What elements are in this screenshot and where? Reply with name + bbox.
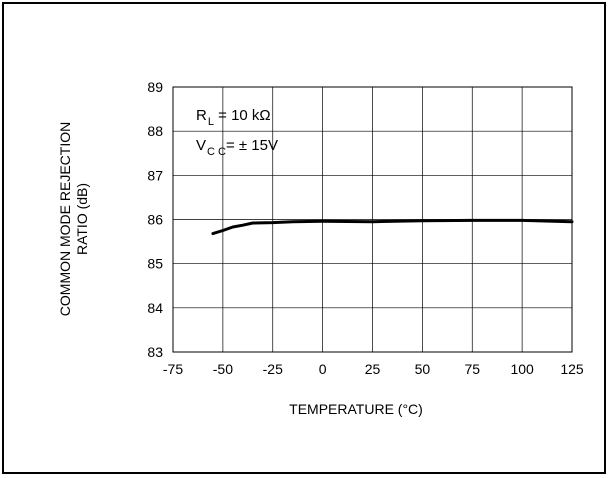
x-tick-label: -25 (263, 361, 283, 377)
y-axis-label-line2: RATIO (dB) (74, 183, 90, 255)
x-tick-label: 100 (510, 361, 534, 377)
grid (172, 86, 573, 353)
x-tick-label: -75 (163, 361, 183, 377)
x-tick-label: -50 (213, 361, 233, 377)
series-line (211, 218, 574, 236)
y-tick-label: 89 (147, 79, 163, 95)
x-tick-label: 50 (415, 361, 431, 377)
annotation-supply-voltage: VC C= ± 15V (196, 137, 278, 158)
chart-frame (2, 2, 606, 474)
annotation-load-resistance: RL = 10 kΩ (196, 107, 271, 128)
y-tick-label: 87 (147, 167, 163, 183)
y-tick-label: 88 (147, 123, 163, 139)
x-tick-label: 125 (560, 361, 584, 377)
y-tick-label: 86 (147, 212, 163, 228)
y-tick-label: 83 (147, 344, 163, 360)
tick-labels: -75 -50 -25 0 25 50 75 100 125 83 84 85 86 87 88 89 (147, 79, 583, 377)
x-tick-label: 25 (365, 361, 381, 377)
y-axis-label-line1: COMMON MODE REJECTION (57, 122, 73, 316)
annotations: RL = 10 kΩ VC C= ± 15V (196, 107, 278, 158)
data-series (211, 218, 574, 236)
y-axis-label: COMMON MODE REJECTION RATIO (dB) (57, 122, 90, 316)
x-tick-label: 0 (319, 361, 327, 377)
x-axis-label: TEMPERATURE (°C) (289, 401, 423, 417)
x-tick-label: 75 (464, 361, 480, 377)
y-tick-label: 85 (147, 256, 163, 272)
plot-area-border (172, 86, 573, 353)
y-tick-label: 84 (147, 300, 163, 316)
